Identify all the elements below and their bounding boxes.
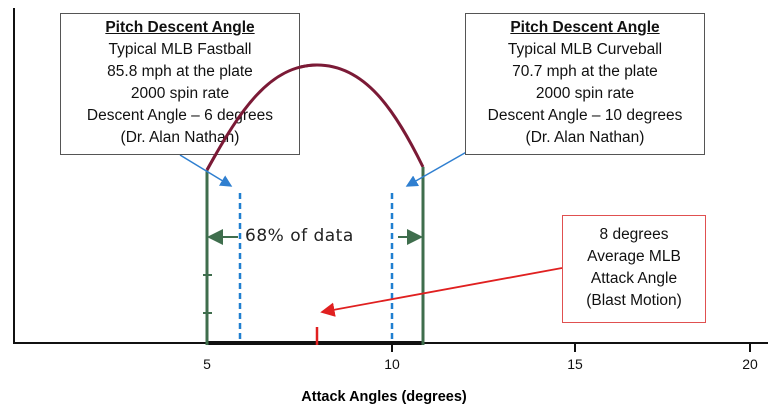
curveball-line: (Dr. Alan Nathan) [525,129,645,146]
x-tick-label: 10 [384,356,400,372]
fastball-box-title: Pitch Descent Angle [105,19,255,36]
x-ticks [391,343,751,352]
fastball-info-box: Pitch Descent Angle Typical MLB Fastball… [60,13,300,155]
curveball-pointer-arrow [405,149,471,187]
curveball-line: 70.7 mph at the plate [512,63,658,80]
curveball-line: 2000 spin rate [535,85,635,102]
fastball-line: 2000 spin rate [130,85,230,102]
x-axis-label: Attack Angles (degrees) [301,389,467,405]
fastball-line: 85.8 mph at the plate [107,63,253,80]
curveball-box-title: Pitch Descent Angle [510,19,660,36]
average-line: Average MLB [587,248,681,265]
x-tick-label: 20 [742,356,758,372]
range-label: 68% of data [243,226,356,246]
fastball-pointer-arrow [179,154,233,187]
average-line: Attack Angle [590,270,678,287]
fastball-line: Descent Angle – 6 degrees [86,107,274,124]
fastball-line: Typical MLB Fastball [108,41,252,58]
fastball-line: (Dr. Alan Nathan) [120,129,240,146]
curveball-info-box: Pitch Descent Angle Typical MLB Curvebal… [465,13,705,155]
range-line-ticks [203,274,212,314]
curveball-line: Typical MLB Curveball [507,41,663,58]
average-attack-angle-box: 8 degrees Average MLB Attack Angle (Blas… [562,215,706,323]
average-pointer-arrow [320,267,563,317]
average-line: (Blast Motion) [586,292,682,309]
average-line: 8 degrees [599,226,669,243]
x-tick-label: 15 [567,356,583,372]
curveball-line: Descent Angle – 10 degrees [487,107,683,124]
x-tick-label: 5 [203,356,211,372]
